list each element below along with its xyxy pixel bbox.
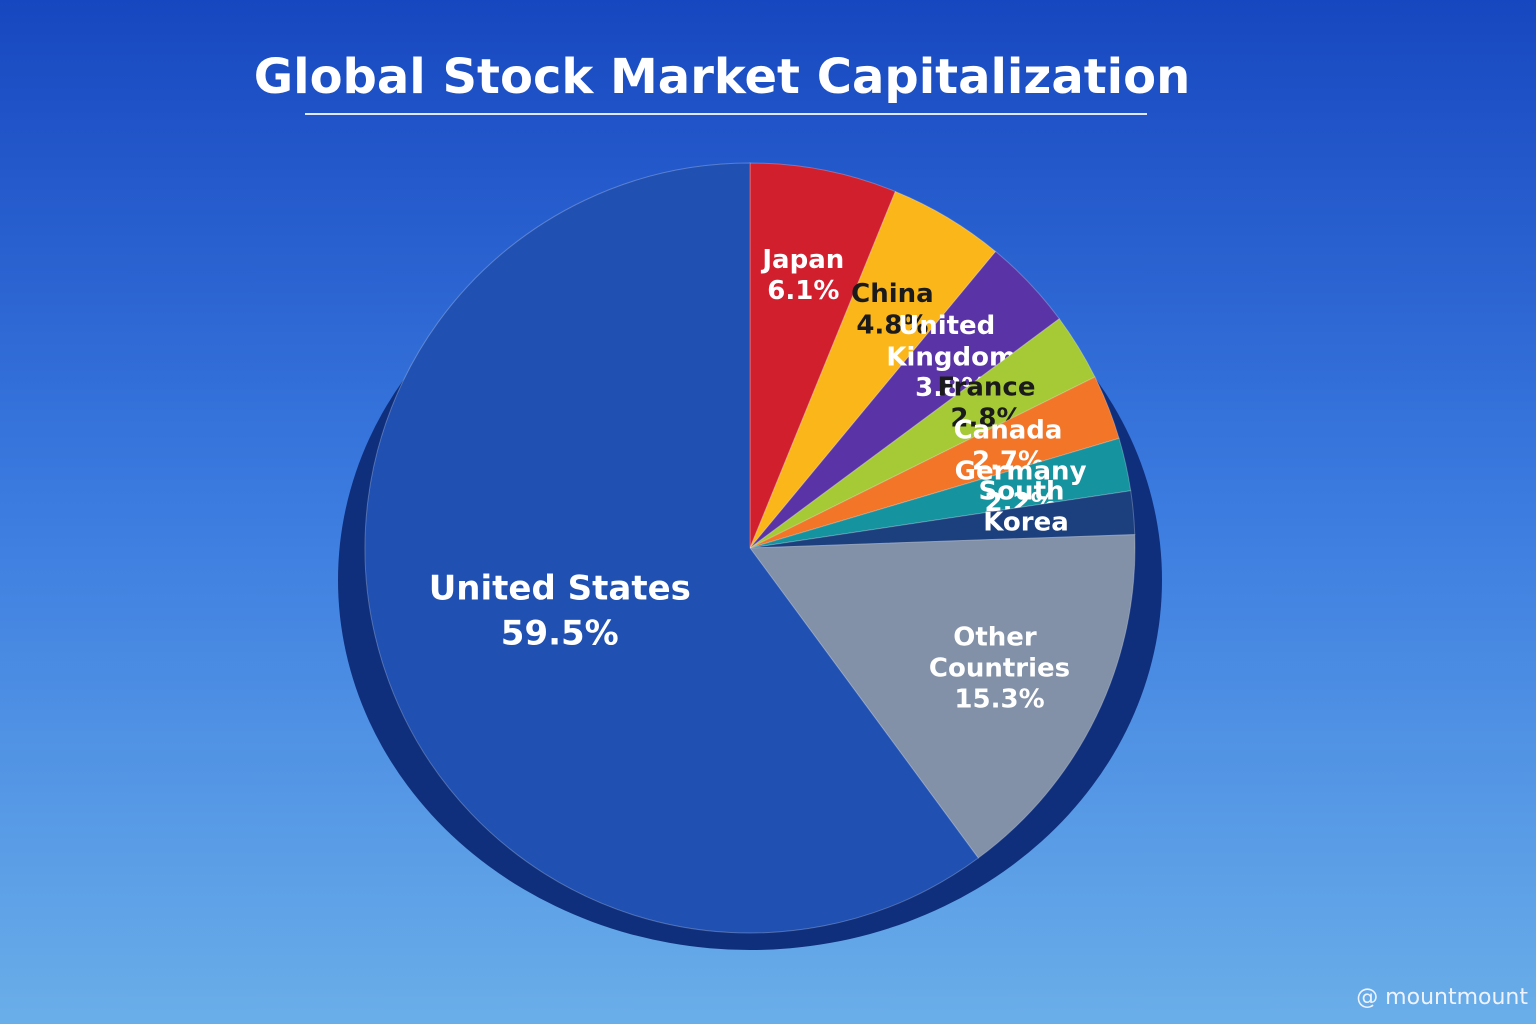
- slice-label: United States: [429, 569, 691, 609]
- watermark: @ mountmount: [1356, 985, 1528, 1010]
- pie-slice: [749, 162, 897, 549]
- pie-slice: [749, 490, 1136, 549]
- slice-value-label: 59.5%: [501, 613, 619, 653]
- pie-slice: [749, 534, 1136, 859]
- chart-title: Global Stock Market Capitalization: [254, 49, 1191, 105]
- pie-slice: [749, 318, 1096, 549]
- pie-slice: [749, 437, 1132, 549]
- slice-value-label: 15.3%: [954, 684, 1044, 714]
- slice-label: Other Countries: [929, 622, 1070, 683]
- slice-value-label: 4.8%: [856, 310, 928, 340]
- slice-label: United Kingdom: [886, 311, 1016, 372]
- pie-slice: [749, 190, 997, 549]
- slice-value-label: 6.1%: [767, 276, 839, 306]
- slice-label-line: Korea: [983, 507, 1069, 537]
- slice-label: Japan: [760, 245, 844, 275]
- slice-label-line: Countries: [929, 653, 1070, 683]
- pie-slice: [364, 162, 979, 934]
- slice-label: South Korea: [978, 476, 1073, 537]
- slice-label-line: South: [978, 476, 1073, 506]
- slice-label-line: United: [898, 311, 1004, 341]
- pie-slice: [749, 250, 1060, 549]
- slice-label: France: [937, 372, 1035, 402]
- slice-label-line: Other: [953, 622, 1046, 652]
- pie-slice: [749, 376, 1120, 549]
- slice-label: Canada: [954, 416, 1063, 446]
- slice-label: Germany: [955, 457, 1087, 487]
- slice-label: China: [851, 279, 934, 309]
